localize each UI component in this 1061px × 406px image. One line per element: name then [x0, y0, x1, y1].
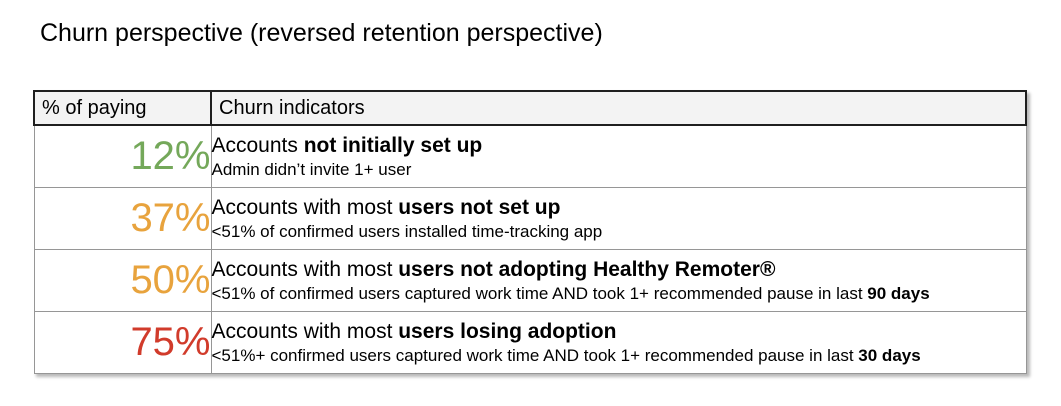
- percent-cell: 50%: [33, 249, 212, 312]
- indicator-cell: Accounts with most users not set up <51%…: [210, 187, 1027, 250]
- table-row: 75% Accounts with most users losing adop…: [33, 311, 1027, 374]
- table-header-row: % of paying Churn indicators: [33, 90, 1027, 126]
- percent-cell: 75%: [33, 311, 212, 374]
- percent-cell: 37%: [33, 187, 212, 250]
- indicator-title-bold: users not adopting Healthy Remoter®: [398, 257, 776, 281]
- indicator-title: Accounts with most users not set up: [212, 195, 1026, 221]
- indicator-cell: Accounts with most users losing adoption…: [210, 311, 1027, 374]
- table-row: 12% Accounts not initially set up Admin …: [33, 124, 1027, 188]
- percent-value: 50%: [130, 258, 211, 302]
- percent-value: 75%: [130, 320, 211, 364]
- page-title: Churn perspective (reversed retention pe…: [40, 19, 603, 47]
- indicator-detail-text: Admin didn’t invite 1+ user: [211, 159, 412, 179]
- indicator-detail-bold: 30 days: [858, 345, 921, 365]
- indicator-title: Accounts with most users not adopting He…: [212, 257, 1026, 283]
- churn-table: % of paying Churn indicators 12% Account…: [33, 90, 1027, 374]
- header-indicators-column: Churn indicators: [210, 90, 1027, 126]
- indicator-title-text: Accounts with most: [211, 319, 399, 343]
- table-row: 50% Accounts with most users not adoptin…: [33, 249, 1027, 312]
- indicator-title-text: Accounts: [211, 133, 304, 157]
- indicator-title-bold: users losing adoption: [398, 319, 617, 343]
- percent-value: 12%: [130, 134, 211, 178]
- indicator-title-bold: users not set up: [398, 195, 561, 219]
- indicator-title: Accounts not initially set up: [212, 133, 1026, 159]
- indicator-title-bold: not initially set up: [303, 133, 483, 157]
- indicator-title-text: Accounts with most: [211, 257, 399, 281]
- indicator-detail-text: <51%+ confirmed users captured work time…: [211, 345, 859, 365]
- header-percent-column: % of paying: [33, 90, 212, 126]
- indicator-detail: <51% of confirmed users captured work ti…: [212, 283, 1026, 305]
- indicator-detail-text: <51% of confirmed users installed time-t…: [211, 221, 603, 241]
- indicator-cell: Accounts with most users not adopting He…: [210, 249, 1027, 312]
- indicator-detail-text: <51% of confirmed users captured work ti…: [211, 283, 868, 303]
- indicator-title-text: Accounts with most: [211, 195, 399, 219]
- indicator-detail: <51% of confirmed users installed time-t…: [212, 221, 1026, 243]
- indicator-detail: <51%+ confirmed users captured work time…: [212, 345, 1026, 367]
- indicator-detail-bold: 90 days: [867, 283, 930, 303]
- indicator-cell: Accounts not initially set up Admin didn…: [210, 124, 1027, 188]
- indicator-detail: Admin didn’t invite 1+ user: [212, 159, 1026, 181]
- churn-table-container: % of paying Churn indicators 12% Account…: [33, 90, 1061, 374]
- indicator-title: Accounts with most users losing adoption: [212, 319, 1026, 345]
- percent-cell: 12%: [33, 124, 212, 188]
- table-row: 37% Accounts with most users not set up …: [33, 187, 1027, 250]
- percent-value: 37%: [130, 196, 211, 240]
